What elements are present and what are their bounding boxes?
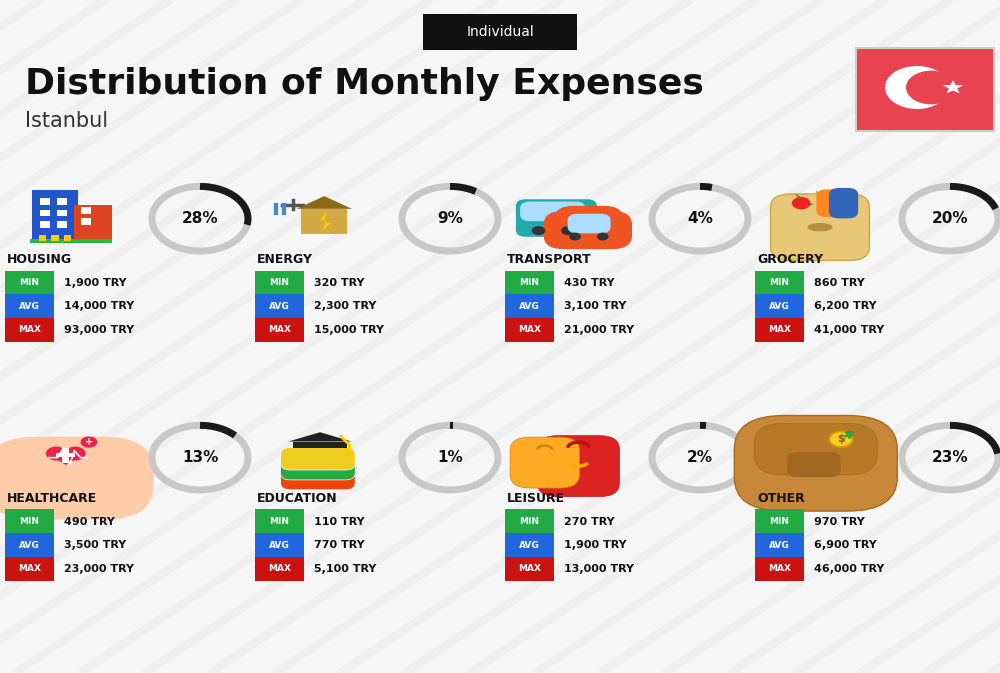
Ellipse shape	[807, 223, 833, 232]
Text: ENERGY: ENERGY	[257, 252, 313, 266]
FancyBboxPatch shape	[255, 294, 304, 318]
Polygon shape	[296, 196, 352, 209]
Text: MAX: MAX	[18, 325, 41, 334]
FancyBboxPatch shape	[554, 201, 585, 221]
FancyBboxPatch shape	[301, 209, 347, 234]
FancyBboxPatch shape	[5, 318, 54, 342]
Text: AVG: AVG	[519, 302, 540, 311]
FancyBboxPatch shape	[510, 437, 579, 488]
Text: 28%: 28%	[182, 211, 218, 226]
Text: LEISURE: LEISURE	[507, 491, 565, 505]
FancyBboxPatch shape	[39, 235, 46, 242]
FancyBboxPatch shape	[787, 452, 840, 477]
Text: 9%: 9%	[437, 211, 463, 226]
Circle shape	[80, 436, 97, 448]
Text: 2,300 TRY: 2,300 TRY	[314, 302, 376, 311]
Circle shape	[885, 66, 949, 109]
FancyBboxPatch shape	[5, 557, 54, 581]
FancyBboxPatch shape	[505, 557, 554, 581]
Text: AVG: AVG	[19, 540, 40, 550]
FancyBboxPatch shape	[40, 199, 50, 205]
Text: MAX: MAX	[268, 325, 291, 334]
Text: MAX: MAX	[268, 564, 291, 573]
FancyBboxPatch shape	[505, 533, 554, 557]
Text: 14,000 TRY: 14,000 TRY	[64, 302, 134, 311]
Text: 13%: 13%	[182, 450, 218, 465]
Text: 46,000 TRY: 46,000 TRY	[814, 564, 884, 573]
Text: MAX: MAX	[768, 564, 791, 573]
Text: AVG: AVG	[19, 302, 40, 311]
Polygon shape	[795, 193, 814, 207]
Text: MIN: MIN	[270, 517, 290, 526]
Text: OTHER: OTHER	[757, 491, 805, 505]
FancyBboxPatch shape	[505, 294, 554, 318]
Circle shape	[792, 197, 810, 209]
FancyBboxPatch shape	[734, 415, 897, 511]
FancyBboxPatch shape	[568, 214, 611, 234]
FancyBboxPatch shape	[56, 452, 75, 457]
Text: MAX: MAX	[518, 564, 541, 573]
Text: 6,900 TRY: 6,900 TRY	[814, 540, 877, 550]
FancyBboxPatch shape	[64, 235, 71, 242]
Text: 23%: 23%	[932, 450, 968, 465]
Text: 320 TRY: 320 TRY	[314, 278, 364, 287]
FancyBboxPatch shape	[80, 207, 91, 213]
Circle shape	[829, 431, 853, 447]
FancyBboxPatch shape	[829, 188, 858, 219]
FancyBboxPatch shape	[281, 467, 355, 490]
FancyBboxPatch shape	[544, 211, 632, 249]
FancyBboxPatch shape	[0, 437, 154, 520]
Text: 20%: 20%	[932, 211, 968, 226]
Circle shape	[906, 71, 956, 104]
Text: 23,000 TRY: 23,000 TRY	[64, 564, 134, 573]
Text: 3,100 TRY: 3,100 TRY	[564, 302, 626, 311]
Text: MAX: MAX	[768, 325, 791, 334]
Text: MIN: MIN	[770, 278, 790, 287]
FancyBboxPatch shape	[255, 533, 304, 557]
Text: 3,500 TRY: 3,500 TRY	[64, 540, 126, 550]
FancyBboxPatch shape	[755, 533, 804, 557]
Text: 2%: 2%	[687, 450, 713, 465]
FancyBboxPatch shape	[40, 210, 50, 217]
Circle shape	[46, 447, 67, 460]
FancyBboxPatch shape	[755, 294, 804, 318]
FancyBboxPatch shape	[5, 294, 54, 318]
FancyBboxPatch shape	[51, 235, 59, 242]
FancyBboxPatch shape	[281, 448, 355, 470]
Text: MIN: MIN	[270, 278, 290, 287]
FancyBboxPatch shape	[80, 218, 91, 225]
Polygon shape	[816, 190, 833, 207]
FancyBboxPatch shape	[537, 201, 569, 221]
FancyBboxPatch shape	[293, 441, 347, 448]
FancyBboxPatch shape	[5, 533, 54, 557]
FancyBboxPatch shape	[755, 318, 804, 342]
FancyBboxPatch shape	[505, 271, 554, 295]
FancyBboxPatch shape	[74, 205, 112, 242]
Text: 270 TRY: 270 TRY	[564, 517, 615, 526]
Text: GROCERY: GROCERY	[757, 252, 823, 266]
Polygon shape	[288, 432, 352, 441]
FancyBboxPatch shape	[57, 210, 67, 217]
FancyBboxPatch shape	[755, 509, 804, 534]
Text: 4%: 4%	[687, 211, 713, 226]
FancyBboxPatch shape	[57, 199, 67, 205]
Text: 41,000 TRY: 41,000 TRY	[814, 325, 884, 334]
Text: 860 TRY: 860 TRY	[814, 278, 865, 287]
Text: HEALTHCARE: HEALTHCARE	[7, 491, 97, 505]
Text: MIN: MIN	[20, 278, 40, 287]
FancyBboxPatch shape	[554, 206, 624, 241]
Polygon shape	[943, 80, 963, 94]
Text: 13,000 TRY: 13,000 TRY	[564, 564, 634, 573]
FancyBboxPatch shape	[771, 194, 869, 260]
Circle shape	[597, 233, 609, 240]
Text: 490 TRY: 490 TRY	[64, 517, 115, 526]
Text: 93,000 TRY: 93,000 TRY	[64, 325, 134, 334]
Text: MIN: MIN	[520, 278, 540, 287]
Text: HOUSING: HOUSING	[7, 252, 72, 266]
Text: 430 TRY: 430 TRY	[564, 278, 615, 287]
Text: 15,000 TRY: 15,000 TRY	[314, 325, 384, 334]
FancyBboxPatch shape	[255, 271, 304, 295]
Text: Distribution of Monthly Expenses: Distribution of Monthly Expenses	[25, 67, 704, 101]
FancyBboxPatch shape	[816, 189, 849, 217]
